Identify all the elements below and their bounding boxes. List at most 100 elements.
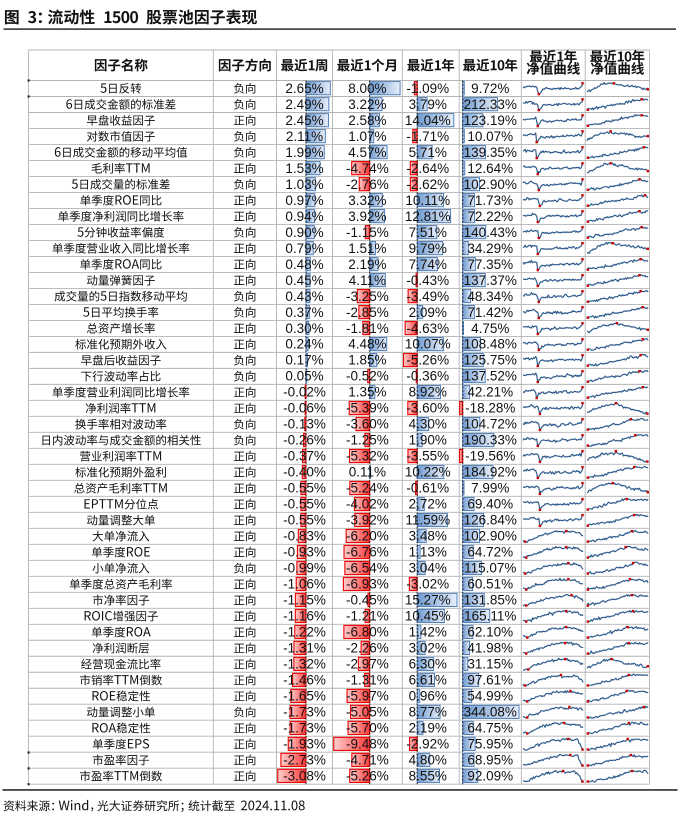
svg-text:71.73%: 71.73%	[467, 193, 513, 208]
svg-text:-1.06%: -1.06%	[283, 577, 326, 592]
svg-text:-5.97%: -5.97%	[346, 689, 389, 704]
svg-text:1.42%: 1.42%	[409, 625, 447, 640]
svg-text:1.90%: 1.90%	[409, 433, 447, 448]
svg-text:190.33%: 190.33%	[464, 433, 517, 448]
svg-text:-5.39%: -5.39%	[346, 401, 389, 416]
svg-text:-1.32%: -1.32%	[283, 657, 326, 672]
svg-text:165.11%: 165.11%	[464, 609, 516, 624]
svg-text:-3.55%: -3.55%	[406, 449, 449, 464]
svg-text:2.58%: 2.58%	[348, 113, 386, 128]
svg-text:6.61%: 6.61%	[409, 673, 447, 688]
svg-text:-1.15%: -1.15%	[283, 593, 326, 608]
svg-text:3.92%: 3.92%	[348, 209, 386, 224]
svg-text:54.99%: 54.99%	[467, 689, 513, 704]
svg-text:10.22%: 10.22%	[405, 465, 451, 480]
svg-text:-2.62%: -2.62%	[406, 177, 449, 192]
svg-text:-1.73%: -1.73%	[283, 721, 326, 736]
svg-text:10.45%: 10.45%	[405, 609, 451, 624]
svg-text:212.33%: 212.33%	[464, 97, 517, 112]
svg-text:-5.26%: -5.26%	[406, 353, 449, 368]
svg-text:8.77%: 8.77%	[409, 705, 447, 720]
svg-text:-2.92%: -2.92%	[406, 737, 449, 752]
svg-text:104.72%: 104.72%	[464, 417, 517, 432]
svg-text:60.51%: 60.51%	[467, 577, 513, 592]
svg-text:4.11%: 4.11%	[349, 273, 386, 288]
svg-text:3.02%: 3.02%	[409, 641, 447, 656]
svg-text:-0.55%: -0.55%	[283, 513, 326, 528]
svg-text:2.11%: 2.11%	[286, 129, 323, 144]
svg-text:42.21%: 42.21%	[467, 385, 513, 400]
svg-text:92.09%: 92.09%	[467, 769, 513, 784]
svg-text:0.05%: 0.05%	[285, 369, 323, 384]
svg-text:0.96%: 0.96%	[409, 689, 447, 704]
svg-text:12.81%: 12.81%	[405, 209, 451, 224]
svg-text:-1.31%: -1.31%	[346, 673, 389, 688]
svg-text:72.22%: 72.22%	[467, 209, 513, 224]
svg-text:2.65%: 2.65%	[285, 81, 323, 96]
svg-text:-2.76%: -2.76%	[346, 177, 389, 192]
svg-text:-2.64%: -2.64%	[406, 161, 449, 176]
svg-text:10.11%: 10.11%	[405, 193, 450, 208]
svg-text:2.09%: 2.09%	[409, 305, 447, 320]
svg-text:4.30%: 4.30%	[409, 417, 447, 432]
svg-text:-5.26%: -5.26%	[346, 769, 389, 784]
svg-text:140.43%: 140.43%	[464, 225, 517, 240]
svg-text:137.52%: 137.52%	[464, 369, 517, 384]
svg-text:77.35%: 77.35%	[467, 257, 513, 272]
svg-text:-1.21%: -1.21%	[346, 609, 389, 624]
svg-text:8.92%: 8.92%	[409, 385, 447, 400]
svg-text:10.07%: 10.07%	[405, 337, 451, 352]
svg-text:344.08%: 344.08%	[464, 705, 517, 720]
svg-text:126.84%: 126.84%	[464, 513, 517, 528]
svg-text:-5.05%: -5.05%	[346, 705, 389, 720]
svg-text:-2.97%: -2.97%	[346, 657, 389, 672]
svg-text:-6.20%: -6.20%	[346, 529, 389, 544]
svg-text:-3.92%: -3.92%	[346, 513, 389, 528]
svg-text:97.61%: 97.61%	[467, 673, 513, 688]
svg-text:-19.56%: -19.56%	[465, 449, 515, 464]
svg-text:-5.24%: -5.24%	[346, 481, 389, 496]
svg-text:-3.60%: -3.60%	[406, 401, 449, 416]
svg-text:-2.73%: -2.73%	[283, 753, 326, 768]
svg-text:0.37%: 0.37%	[285, 305, 323, 320]
svg-text:31.15%: 31.15%	[467, 657, 513, 672]
svg-text:3.48%: 3.48%	[409, 529, 447, 544]
svg-text:-0.55%: -0.55%	[283, 481, 326, 496]
svg-text:0.90%: 0.90%	[285, 225, 323, 240]
svg-text:-4.63%: -4.63%	[406, 321, 449, 336]
svg-text:-4.71%: -4.71%	[346, 753, 389, 768]
svg-text:3.79%: 3.79%	[409, 97, 447, 112]
svg-text:12.64%: 12.64%	[467, 161, 513, 176]
svg-text:0.48%: 0.48%	[285, 257, 323, 272]
svg-text:131.85%: 131.85%	[464, 593, 517, 608]
svg-text:64.75%: 64.75%	[467, 721, 513, 736]
svg-text:0.97%: 0.97%	[285, 193, 323, 208]
svg-text:4.57%: 4.57%	[348, 145, 386, 160]
svg-text:2.49%: 2.49%	[285, 97, 323, 112]
svg-text:-6.80%: -6.80%	[346, 625, 389, 640]
svg-text:-2.26%: -2.26%	[346, 641, 389, 656]
svg-text:1.35%: 1.35%	[348, 385, 386, 400]
svg-text:-4.02%: -4.02%	[346, 497, 389, 512]
svg-text:-1.93%: -1.93%	[283, 737, 326, 752]
svg-text:-6.76%: -6.76%	[346, 545, 389, 560]
svg-text:-2.85%: -2.85%	[346, 305, 389, 320]
svg-text:-9.48%: -9.48%	[346, 737, 389, 752]
svg-text:1.85%: 1.85%	[348, 353, 386, 368]
svg-text:-0.83%: -0.83%	[283, 529, 326, 544]
svg-text:184.92%: 184.92%	[464, 465, 517, 480]
svg-text:-6.93%: -6.93%	[346, 577, 389, 592]
svg-text:-0.55%: -0.55%	[283, 497, 326, 512]
svg-text:4.48%: 4.48%	[348, 337, 386, 352]
svg-text:-5.70%: -5.70%	[346, 721, 389, 736]
svg-text:-3.08%: -3.08%	[283, 769, 326, 784]
svg-text:9.72%: 9.72%	[471, 81, 509, 96]
svg-text:69.40%: 69.40%	[467, 497, 513, 512]
svg-text:-3.25%: -3.25%	[346, 289, 389, 304]
svg-text:-0.61%: -0.61%	[406, 481, 449, 496]
svg-text:-1.15%: -1.15%	[346, 225, 389, 240]
svg-text:102.90%: 102.90%	[464, 529, 517, 544]
svg-text:-0.99%: -0.99%	[283, 561, 326, 576]
svg-text:-1.25%: -1.25%	[346, 433, 389, 448]
svg-text:3.22%: 3.22%	[348, 97, 386, 112]
